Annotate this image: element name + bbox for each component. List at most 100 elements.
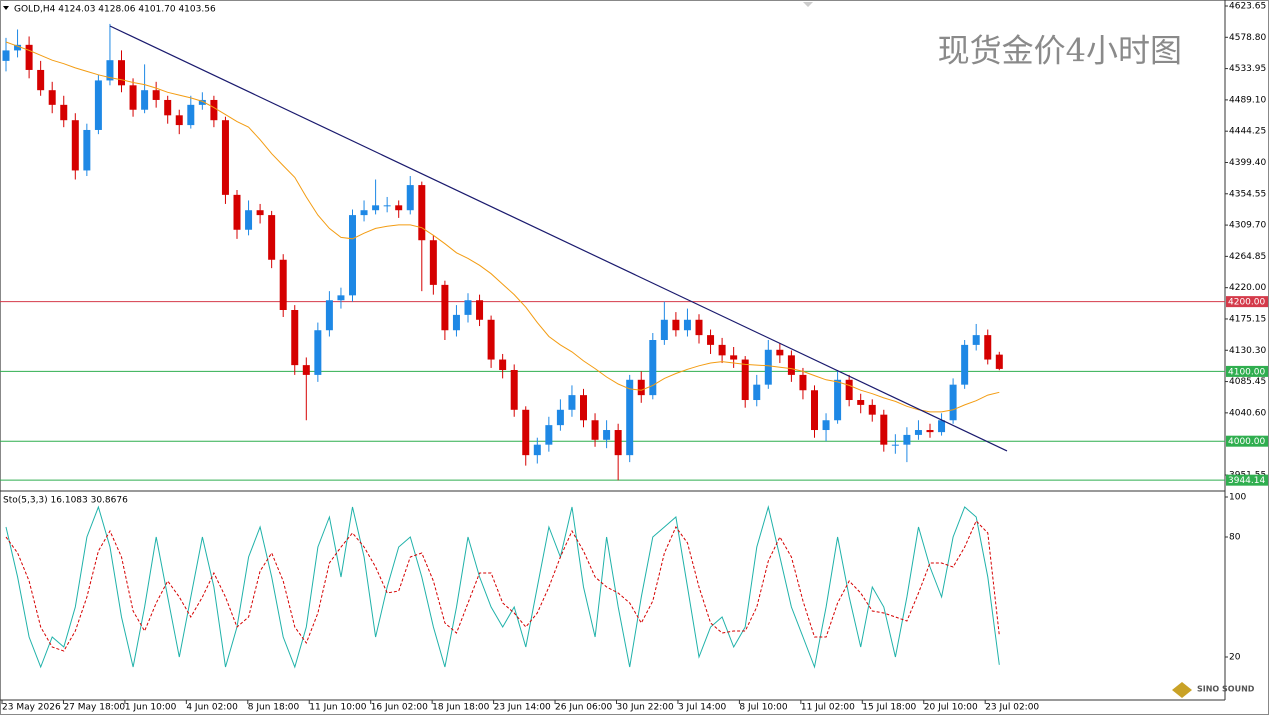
symbol-header: GOLD,H4 4124.03 4128.06 4101.70 4103.56 (14, 5, 216, 15)
candle-body (314, 330, 322, 375)
candle-body (926, 430, 934, 433)
candle-body (2, 50, 10, 61)
level-label-box (1226, 365, 1268, 377)
y-tick-label: 4623.65 (1229, 2, 1266, 12)
candle-body (580, 395, 587, 421)
stochastic-line (5, 505, 1000, 669)
candle-body (279, 259, 287, 311)
candle-body (152, 90, 160, 100)
x-tick-label: 11 Jul 02:00 (801, 703, 855, 713)
indicator-label: Sto(5,3,3) 16.1083 30.8676 (3, 496, 128, 506)
x-tick-label: 3 Jul 14:00 (678, 703, 727, 713)
candle-body (164, 99, 172, 116)
y-tick-label: 4489.10 (1229, 95, 1266, 105)
x-tick-label: 23 May 2026 (2, 703, 61, 713)
y-tick-label: 4220.00 (1229, 283, 1266, 293)
candle-body (972, 335, 980, 345)
candle-body (637, 379, 645, 396)
level-label: 4200.00 (1228, 298, 1265, 308)
candle-body (464, 300, 472, 315)
candle-body (337, 295, 345, 301)
candle-body (556, 409, 564, 426)
y-tick-label: 4444.25 (1229, 127, 1266, 137)
indicator-tick-label: 80 (1229, 533, 1241, 543)
logo-text: SINO SOUND (1197, 685, 1255, 694)
x-tick-label: 1 Jun 10:00 (125, 703, 177, 713)
logo-icon (1172, 682, 1192, 698)
candle-body (395, 205, 403, 211)
candle-body (452, 314, 460, 331)
candle-body (210, 99, 218, 121)
candle-body (672, 319, 680, 331)
y-tick-label: 4264.85 (1229, 252, 1266, 262)
indicator-tick-label: 20 (1229, 653, 1241, 663)
y-tick-label: 4399.40 (1229, 158, 1266, 168)
y-tick-label: 4040.60 (1229, 408, 1266, 418)
candle-body (591, 420, 599, 440)
watermark-title: 现货金价4小时图 (938, 32, 1182, 70)
candle-body (83, 129, 91, 171)
menu-arrow[interactable] (3, 6, 9, 10)
y-tick-label: 4130.30 (1229, 346, 1266, 356)
x-tick-label: 4 Jun 02:00 (186, 703, 238, 713)
candle-body (106, 60, 114, 81)
candle-body (441, 284, 449, 331)
level-label-box (1226, 296, 1268, 308)
candle-body (302, 365, 310, 375)
candle-body (568, 395, 576, 410)
x-tick-label: 30 Jun 22:00 (617, 703, 674, 713)
candle-body (938, 420, 946, 433)
candle-body (325, 300, 333, 331)
candle-body (545, 425, 553, 445)
candle-body (94, 80, 102, 130)
stochastic-line (5, 520, 1000, 652)
candle-body (175, 115, 183, 126)
candle-body (787, 355, 795, 375)
candle-body (37, 69, 45, 91)
candle-body (626, 379, 634, 456)
x-tick-label: 26 Jun 06:00 (555, 703, 612, 713)
candle-body (71, 120, 79, 171)
x-tick-label: 20 Jul 10:00 (924, 703, 978, 713)
x-tick-label: 23 Jul 02:00 (985, 703, 1039, 713)
x-tick-label: 11 Jun 10:00 (309, 703, 366, 713)
candle-body (660, 319, 668, 341)
candle-body (499, 359, 507, 371)
candle-body (683, 319, 691, 331)
y-tick-label: 4309.70 (1229, 221, 1266, 231)
x-tick-label: 8 Jun 18:00 (248, 703, 300, 713)
level-label-box (1226, 435, 1268, 447)
candle-body (418, 185, 426, 241)
candle-body (984, 335, 992, 360)
candle-body (753, 384, 761, 401)
candle-body (221, 120, 229, 195)
trendline (109, 25, 1008, 452)
candle-body (718, 344, 726, 356)
candle-body (799, 374, 807, 391)
candle-body (811, 390, 818, 431)
candle-body (776, 349, 784, 356)
scroll-marker (803, 2, 813, 7)
x-tick-label: 15 Jul 18:00 (862, 703, 916, 713)
candle-body (649, 340, 657, 396)
candle-body (198, 99, 206, 105)
indicator-tick-label: 100 (1229, 493, 1246, 503)
candle-body (406, 185, 414, 211)
candle-body (995, 354, 1003, 369)
candle-body (268, 215, 276, 260)
candle-body (14, 44, 22, 51)
x-tick-label: 23 Jun 14:00 (494, 703, 551, 713)
candle-body (129, 85, 137, 110)
candle-body (707, 335, 715, 345)
candle-body (891, 444, 899, 446)
candle-body (914, 430, 922, 435)
candle-body (48, 90, 56, 105)
candle-body (868, 404, 876, 415)
candle-body (476, 300, 484, 320)
candle-body (429, 240, 437, 285)
x-tick-label: 18 Jun 18:00 (432, 703, 489, 713)
candle-body (949, 384, 957, 421)
candle-body (603, 430, 611, 440)
candle-body (141, 90, 149, 110)
